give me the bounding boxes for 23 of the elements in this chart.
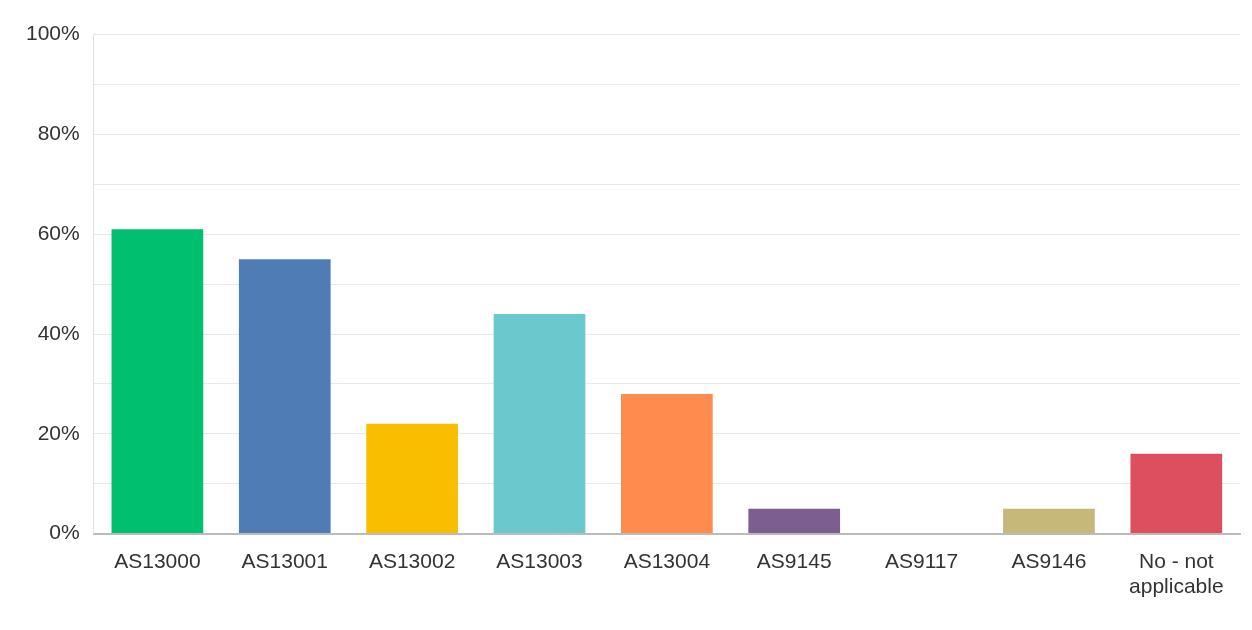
- x-tick-label: No - not applicable: [1129, 549, 1224, 598]
- y-tick-label: 80%: [37, 121, 80, 145]
- bar: [493, 314, 586, 534]
- x-tick-label: AS13000: [114, 549, 201, 572]
- bar: [111, 229, 204, 534]
- x-tick-label: AS13004: [623, 549, 711, 572]
- x-tick-label: AS13002: [368, 549, 456, 572]
- y-tick-label: 20%: [37, 420, 80, 444]
- bar: [748, 508, 841, 534]
- y-tick-label: 100%: [25, 21, 80, 45]
- bar: [1003, 508, 1095, 534]
- x-tick-label: AS9117: [885, 549, 959, 572]
- x-tick-label: AS9145: [756, 549, 832, 572]
- bar: [238, 259, 331, 534]
- y-tick-label: 60%: [37, 221, 80, 244]
- y-tick-label: 0%: [49, 520, 80, 544]
- x-tick-label: AS9146: [1011, 549, 1087, 572]
- bar: [1130, 453, 1223, 534]
- bar: [366, 423, 458, 534]
- y-tick-label: 40%: [37, 320, 80, 344]
- x-tick-label: AS13001: [241, 549, 328, 572]
- x-tick-label: AS13003: [496, 549, 583, 572]
- bar: [621, 393, 713, 534]
